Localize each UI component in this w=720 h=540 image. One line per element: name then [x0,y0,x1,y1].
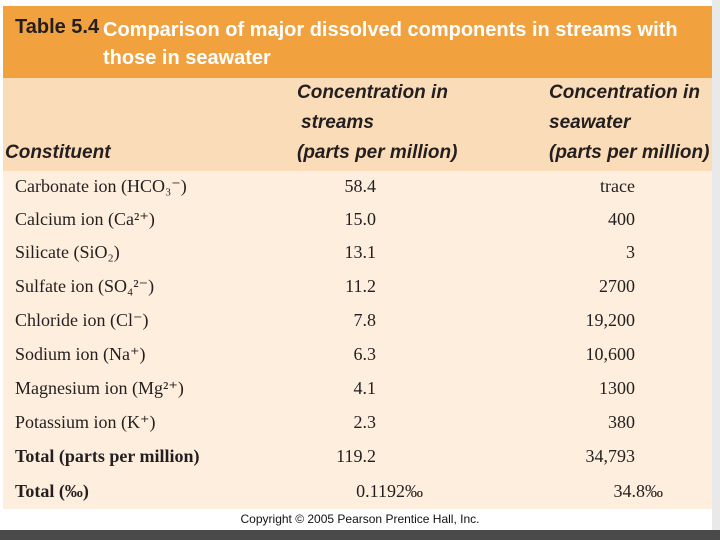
streams-cell: 4.1 [353,378,377,398]
constituent-cell: Carbonate ion (HCO₃⁻) [15,176,187,196]
constituent-cell: Calcium ion (Ca²⁺) [15,209,155,229]
table-row: Calcium ion (Ca²⁺) 15.0 400 [3,204,712,237]
constituent-cell: Sulfate ion (SO₄²⁻) [15,276,155,296]
header-line: (parts per million) [549,142,710,163]
table-row: Potassium ion (K⁺) 2.3 380 [3,407,712,440]
constituent-cell: Total (‰) [15,481,89,501]
table-row: Chloride ion (Cl⁻) 7.8 19,200 [3,305,712,338]
streams-cell: 0.1192‰ [356,481,423,501]
seawater-cell: 2700 [599,276,635,296]
header-line: (parts per million) [297,142,458,163]
header-line: seawater [549,112,631,133]
seawater-cell: 380 [608,412,635,432]
constituent-cell: Chloride ion (Cl⁻) [15,310,149,330]
table-row: Silicate (SiO₂) 13.1 3 [3,237,712,270]
constituent-cell: Silicate (SiO₂) [15,242,120,262]
table-body: Carbonate ion (HCO₃⁻) 58.4 trace Calcium… [3,171,712,509]
seawater-cell: 34.8‰ [613,481,664,501]
streams-cell: 7.8 [353,310,377,330]
column-header-constituent: Constituent [5,142,111,163]
table-row: Sulfate ion (SO₄²⁻) 11.2 2700 [3,271,712,304]
constituent-cell: Sodium ion (Na⁺) [15,344,146,364]
streams-cell: 6.3 [353,344,377,364]
table-title: Comparison of major dissolved components… [103,19,678,69]
table-row: Magnesium ion (Mg²⁺) 4.1 1300 [3,373,712,406]
bottom-bar [0,530,720,540]
streams-cell: 11.2 [345,276,376,296]
constituent-cell: Potassium ion (K⁺) [15,412,156,432]
seawater-cell: 10,600 [585,344,636,364]
seawater-cell: 19,200 [585,310,636,330]
streams-cell: 13.1 [344,242,377,262]
column-header-seawater: Concentration in seawater (parts per mil… [549,78,719,168]
table-header: Constituent Concentration in streams (pa… [3,78,712,171]
streams-cell: 2.3 [353,412,377,432]
header-line: Concentration in [297,82,448,103]
seawater-cell: 400 [608,209,635,229]
streams-cell: 119.2 [336,446,376,466]
constituent-cell: Magnesium ion (Mg²⁺) [15,378,184,398]
header-line: Concentration in [549,82,700,103]
table-title-bar: Table 5.4 Comparison of major dissolved … [3,6,712,78]
streams-cell: 58.4 [344,176,377,196]
table-number: Table 5.4 [15,16,100,38]
header-line: streams [301,112,374,133]
right-edge-shade [712,0,720,540]
seawater-cell: 3 [626,242,635,262]
copyright-notice: Copyright © 2005 Pearson Prentice Hall, … [240,512,480,526]
table-row: Sodium ion (Na⁺) 6.3 10,600 [3,339,712,372]
seawater-cell: 1300 [599,378,635,398]
seawater-cell: 34,793 [585,446,636,466]
seawater-cell: trace [600,176,635,196]
constituent-cell: Total (parts per million) [15,446,200,466]
table-row-total-permil: Total (‰) 0.1192‰ 34.8‰ [3,476,712,509]
streams-cell: 15.0 [344,209,377,229]
table-row-total-ppm: Total (parts per million) 119.2 34,793 [3,441,712,474]
column-header-streams: Concentration in streams (parts per mill… [297,78,497,168]
table-row: Carbonate ion (HCO₃⁻) 58.4 trace [3,171,712,204]
